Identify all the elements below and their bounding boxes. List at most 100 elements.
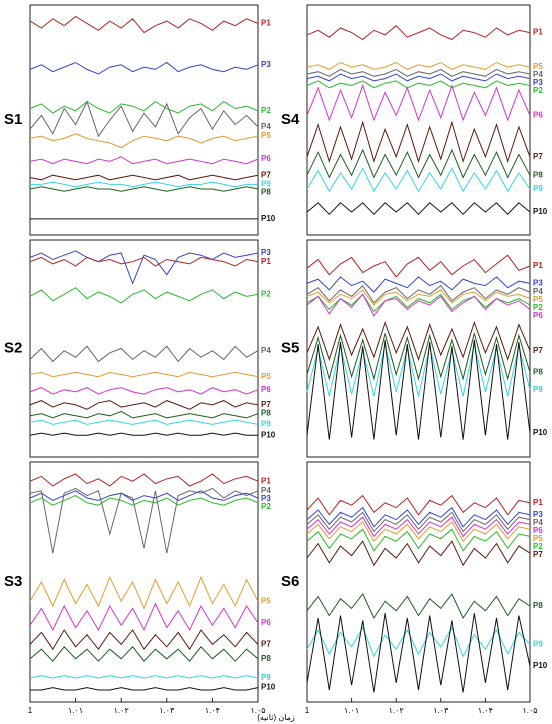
series-line <box>29 133 259 149</box>
panel-label: S1 <box>4 111 22 128</box>
series-label: P3 <box>533 78 543 87</box>
x-axis-label: زمان (ثانیه) <box>257 713 295 722</box>
series-line <box>29 629 259 651</box>
series-label: P1 <box>533 28 543 37</box>
series-label: P1 <box>533 498 543 507</box>
series-line <box>29 575 259 610</box>
series-label: P6 <box>261 154 271 163</box>
series-label: P8 <box>261 654 271 663</box>
series-label: P4 <box>261 346 271 355</box>
series-line <box>306 506 531 528</box>
x-tick-label: ۱.۰۲ <box>389 706 404 715</box>
x-tick-label: ۱.۰۲ <box>114 706 129 715</box>
series-label: P5 <box>533 534 543 543</box>
plot-frame <box>29 461 259 703</box>
series-line <box>29 487 259 554</box>
panel-label: S4 <box>281 111 300 128</box>
series-line <box>306 344 531 397</box>
series-label: P3 <box>533 279 543 288</box>
series-label: P5 <box>261 596 271 605</box>
series-line <box>306 80 531 89</box>
x-tick-label: ۱.۰۴ <box>205 706 220 715</box>
series-line <box>29 100 259 138</box>
series-label: P9 <box>533 385 543 394</box>
series-label: P8 <box>261 188 271 197</box>
series-label: P7 <box>261 640 271 649</box>
series-label: P4 <box>261 486 271 495</box>
series-line <box>29 387 259 395</box>
series-label: P10 <box>533 661 548 670</box>
series-label: P5 <box>261 131 271 140</box>
plot-frame <box>306 239 531 458</box>
series-label: P5 <box>261 372 271 381</box>
series-line <box>306 73 531 82</box>
series-line <box>29 287 259 304</box>
series-line <box>29 495 259 506</box>
series-line <box>306 626 531 658</box>
series-label: P9 <box>533 640 543 649</box>
x-tick-label: ۱.۰۵ <box>250 706 265 715</box>
series-label: P2 <box>533 542 543 551</box>
x-tick-label: ۱.۰۴ <box>478 706 493 715</box>
series-line <box>29 419 259 425</box>
series-line <box>29 400 259 410</box>
series-label: P6 <box>533 111 543 120</box>
series-label: P9 <box>261 180 271 189</box>
series-label: P2 <box>261 502 271 511</box>
series-label: P6 <box>533 526 543 535</box>
series-label: P5 <box>533 295 543 304</box>
series-line <box>306 528 531 552</box>
plot-frame <box>29 239 259 458</box>
series-label: P3 <box>261 494 271 503</box>
series-line <box>306 289 531 306</box>
series-line <box>29 371 259 378</box>
series-label: P10 <box>261 214 276 223</box>
series-line <box>29 174 259 181</box>
series-line <box>306 148 531 179</box>
series-label: P5 <box>533 62 543 71</box>
series-line <box>306 284 531 304</box>
series-line <box>306 68 531 77</box>
plot-frame <box>306 461 531 703</box>
series-line <box>29 410 259 419</box>
series-line <box>306 276 531 293</box>
series-line <box>29 602 259 632</box>
series-label: P6 <box>261 618 271 627</box>
series-line <box>306 593 531 620</box>
series-line <box>29 432 258 436</box>
x-tick-label: 1 <box>305 706 310 715</box>
series-line <box>29 100 259 114</box>
series-line <box>306 254 531 278</box>
series-label: P6 <box>261 385 271 394</box>
series-label: P10 <box>261 683 276 692</box>
series-line <box>29 473 259 487</box>
series-label: P1 <box>261 476 271 485</box>
series-label: P3 <box>533 510 543 519</box>
series-line <box>30 181 258 188</box>
x-tick-label: ۱.۰۱ <box>68 706 83 715</box>
series-line <box>29 186 259 192</box>
series-label: P4 <box>533 70 543 79</box>
series-line <box>306 540 531 567</box>
series-line <box>29 675 259 679</box>
series-line <box>306 167 531 193</box>
series-line <box>29 490 259 501</box>
series-label: P8 <box>533 367 543 376</box>
series-label: P7 <box>533 346 543 355</box>
series-line <box>30 687 259 691</box>
series-line <box>306 83 531 122</box>
series-label: P2 <box>261 106 271 115</box>
series-label: P8 <box>533 601 543 610</box>
series-line <box>306 120 531 164</box>
series-label: P3 <box>261 248 271 257</box>
series-line <box>306 293 531 317</box>
series-label: P3 <box>261 60 271 69</box>
series-label: P1 <box>261 257 271 266</box>
series-label: P10 <box>533 428 548 437</box>
series-label: P7 <box>533 152 543 161</box>
series-label: P6 <box>533 311 543 320</box>
panel-label: S6 <box>281 573 299 590</box>
series-line <box>306 61 531 70</box>
